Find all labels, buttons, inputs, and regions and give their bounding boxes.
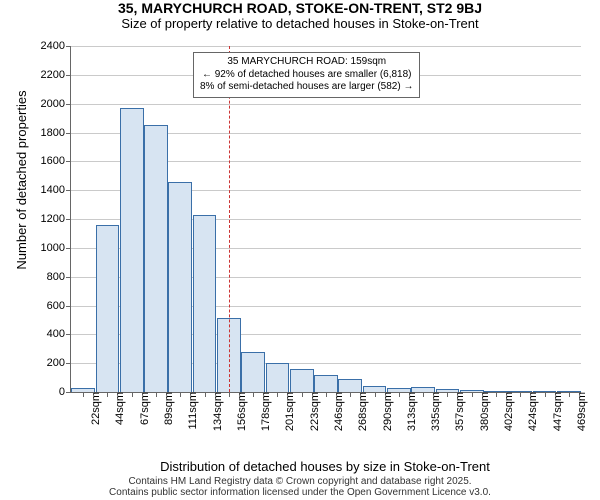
x-tick-label: 67sqm xyxy=(137,392,151,425)
x-tick-mark xyxy=(545,392,546,397)
y-tick-label: 1400 xyxy=(41,184,71,196)
histogram-bar xyxy=(193,215,217,392)
y-tick-label: 600 xyxy=(47,300,71,312)
chart-title: 35, MARYCHURCH ROAD, STOKE-ON-TRENT, ST2… xyxy=(0,0,600,16)
x-tick-label: 111sqm xyxy=(185,392,199,430)
x-tick-label: 44sqm xyxy=(112,392,126,425)
x-tick-label: 89sqm xyxy=(161,392,175,425)
x-tick-mark xyxy=(180,392,181,397)
histogram-bar xyxy=(266,363,290,392)
x-tick-label: 424sqm xyxy=(525,392,539,431)
x-tick-label: 178sqm xyxy=(258,392,272,431)
x-tick-label: 402sqm xyxy=(501,392,515,431)
x-tick-label: 268sqm xyxy=(355,392,369,431)
x-tick-mark xyxy=(277,392,278,397)
x-tick-mark xyxy=(569,392,570,397)
x-tick-label: 201sqm xyxy=(282,392,296,431)
annotation-line: ← 92% of detached houses are smaller (6,… xyxy=(200,69,413,82)
y-tick-label: 800 xyxy=(47,271,71,283)
x-tick-mark xyxy=(302,392,303,397)
footer-line: Contains public sector information licen… xyxy=(0,487,600,498)
histogram-bar xyxy=(314,375,338,392)
reference-line xyxy=(229,46,230,392)
gridline xyxy=(71,104,581,105)
x-tick-label: 313sqm xyxy=(404,392,418,431)
x-tick-label: 447sqm xyxy=(550,392,564,431)
x-tick-label: 223sqm xyxy=(307,392,321,431)
x-tick-mark xyxy=(496,392,497,397)
y-tick-label: 2400 xyxy=(41,40,71,52)
histogram-bar xyxy=(338,379,362,392)
x-tick-label: 380sqm xyxy=(477,392,491,431)
x-tick-mark xyxy=(350,392,351,397)
x-tick-label: 469sqm xyxy=(574,392,588,431)
y-tick-label: 1600 xyxy=(41,155,71,167)
y-tick-label: 1000 xyxy=(41,242,71,254)
y-tick-label: 2000 xyxy=(41,98,71,110)
x-tick-label: 357sqm xyxy=(452,392,466,431)
histogram-bar xyxy=(144,125,168,392)
x-tick-label: 246sqm xyxy=(331,392,345,431)
x-tick-mark xyxy=(253,392,254,397)
y-tick-label: 0 xyxy=(59,386,71,398)
x-tick-mark xyxy=(156,392,157,397)
gridline xyxy=(71,46,581,47)
x-tick-mark xyxy=(83,392,84,397)
plot-area: 0200400600800100012001400160018002000220… xyxy=(70,46,581,393)
annotation-line: 8% of semi-detached houses are larger (5… xyxy=(200,81,413,94)
x-tick-mark xyxy=(107,392,108,397)
footer-line: Contains HM Land Registry data © Crown c… xyxy=(0,476,600,487)
x-tick-mark xyxy=(132,392,133,397)
footer: Contains HM Land Registry data © Crown c… xyxy=(0,476,600,498)
histogram-bar xyxy=(168,182,192,392)
x-axis-label: Distribution of detached houses by size … xyxy=(70,459,580,474)
x-tick-mark xyxy=(375,392,376,397)
x-tick-label: 22sqm xyxy=(88,392,102,425)
y-tick-label: 1200 xyxy=(41,213,71,225)
histogram-bar xyxy=(241,352,265,392)
y-tick-label: 2200 xyxy=(41,69,71,81)
histogram-bar xyxy=(290,369,314,392)
x-tick-label: 335sqm xyxy=(428,392,442,431)
x-tick-mark xyxy=(472,392,473,397)
x-tick-mark xyxy=(229,392,230,397)
histogram-bar xyxy=(120,108,144,392)
x-tick-label: 134sqm xyxy=(210,392,224,431)
x-tick-label: 156sqm xyxy=(234,392,248,431)
x-tick-mark xyxy=(447,392,448,397)
x-tick-mark xyxy=(205,392,206,397)
x-tick-mark xyxy=(326,392,327,397)
y-tick-label: 400 xyxy=(47,328,71,340)
x-tick-mark xyxy=(399,392,400,397)
annotation-line: 35 MARYCHURCH ROAD: 159sqm xyxy=(200,56,413,69)
chart-subtitle: Size of property relative to detached ho… xyxy=(0,16,600,31)
x-tick-label: 290sqm xyxy=(380,392,394,431)
x-tick-mark xyxy=(423,392,424,397)
x-tick-mark xyxy=(520,392,521,397)
y-tick-label: 200 xyxy=(47,357,71,369)
annotation-box: 35 MARYCHURCH ROAD: 159sqm← 92% of detac… xyxy=(193,52,420,98)
histogram-bar xyxy=(96,225,120,392)
y-tick-label: 1800 xyxy=(41,127,71,139)
y-axis-label: Number of detached properties xyxy=(14,30,29,330)
